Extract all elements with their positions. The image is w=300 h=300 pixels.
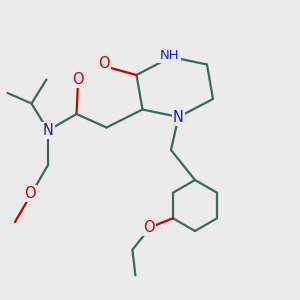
- Text: O: O: [143, 220, 155, 235]
- Text: NH: NH: [160, 49, 179, 62]
- Text: O: O: [98, 56, 109, 70]
- Text: O: O: [72, 72, 84, 87]
- Text: N: N: [43, 123, 53, 138]
- Text: O: O: [24, 186, 36, 201]
- Text: N: N: [173, 110, 184, 124]
